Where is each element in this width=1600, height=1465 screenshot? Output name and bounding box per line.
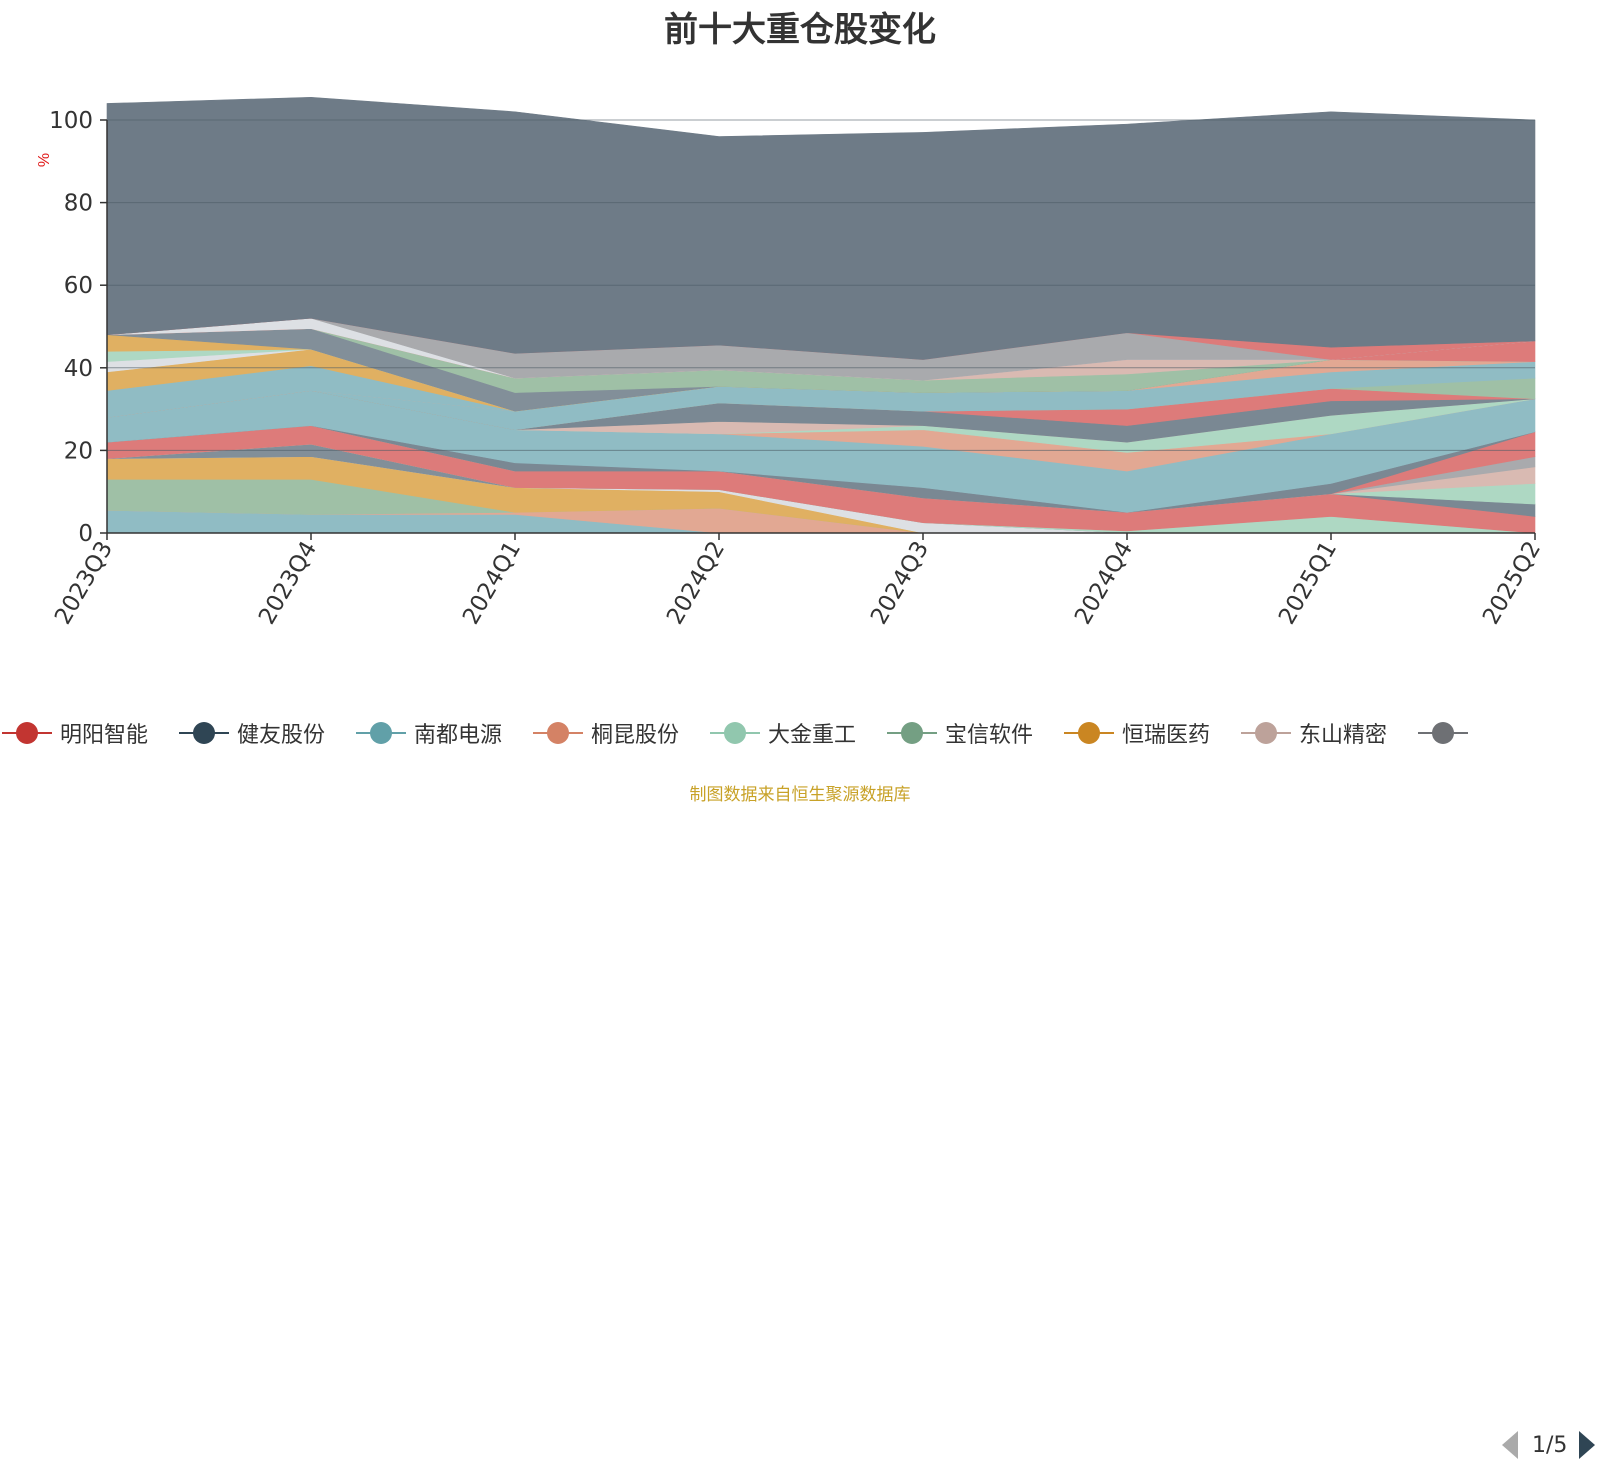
legend-items: 明阳智能 健友股份 南都电源 桐昆股份 大金重工 宝信软件 恒瑞医药 东山精密 [0,713,1482,753]
legend-label: 健友股份 [237,723,326,748]
legend-item[interactable]: 明阳智能 [2,713,148,753]
legend-item[interactable]: 恒瑞医药 [1064,713,1210,753]
series-areas [106,96,1536,534]
legend-item[interactable]: 健友股份 [179,713,325,753]
legend-marker-icon [710,722,760,744]
legend-item[interactable]: 大金重工 [710,713,856,753]
y-axis-unit-label: % [36,153,53,167]
legend: 明阳智能 健友股份 南都电源 桐昆股份 大金重工 宝信软件 恒瑞医药 东山精密 1/5 [0,713,1600,1459]
legend-item[interactable]: 宝信软件 [887,713,1033,753]
legend-label: 桐昆股份 [591,723,680,748]
legend-item[interactable]: 南都电源 [356,713,502,753]
y-tick-label: 40 [64,356,93,382]
legend-item[interactable] [1418,713,1476,753]
legend-label: 大金重工 [768,723,857,748]
legend-item[interactable]: 东山精密 [1241,713,1387,753]
chevron-right-icon[interactable] [1575,1430,1599,1460]
x-tick-label: 2024Q4 [1070,537,1138,629]
legend-marker-icon [356,722,406,744]
y-axis-ticks: 0 20 40 60 80 100 [49,108,107,547]
x-tick-label: 2025Q2 [1478,537,1546,629]
legend-marker-icon [533,722,583,744]
legend-marker-icon [1241,722,1291,744]
x-tick-label: 2025Q1 [1274,537,1342,629]
legend-item[interactable]: 桐昆股份 [533,713,679,753]
legend-label: 东山精密 [1299,723,1388,748]
x-tick-label: 2024Q3 [866,537,934,629]
legend-marker-icon [2,722,52,744]
chevron-left-icon[interactable] [1500,1430,1524,1460]
y-tick-label: 100 [49,108,93,134]
x-tick-label: 2024Q2 [662,537,730,629]
gridlines [107,119,1535,451]
chart-title: 前十大重仓股变化 [664,10,936,50]
y-tick-label: 60 [64,273,93,299]
legend-label: 宝信软件 [945,723,1034,748]
y-tick-label: 20 [64,438,93,464]
legend-label: 恒瑞医药 [1122,723,1211,748]
series-area-35 [106,96,1536,360]
legend-label: 南都电源 [414,723,503,748]
legend-label: 明阳智能 [60,723,149,748]
legend-marker-icon [887,722,937,744]
legend-marker-icon [1064,722,1114,744]
x-tick-label: 2023Q3 [50,537,118,629]
axes [106,120,1535,534]
legend-marker-icon [179,722,229,744]
x-tick-label: 2023Q4 [254,537,322,629]
legend-page-indicator: 1/5 [1532,1432,1568,1458]
x-tick-label: 2024Q1 [458,537,526,629]
y-tick-label: 80 [64,191,93,217]
x-axis-ticks: 2023Q3 2023Q4 2024Q1 2024Q2 2024Q3 2024Q4 2025… [50,533,1546,629]
source-note: 制图数据来自恒生聚源数据库 [689,785,911,805]
legend-marker-icon [1418,722,1468,744]
y-tick-label: 0 [78,521,93,547]
legend-pager: 1/5 [1500,1425,1599,1465]
